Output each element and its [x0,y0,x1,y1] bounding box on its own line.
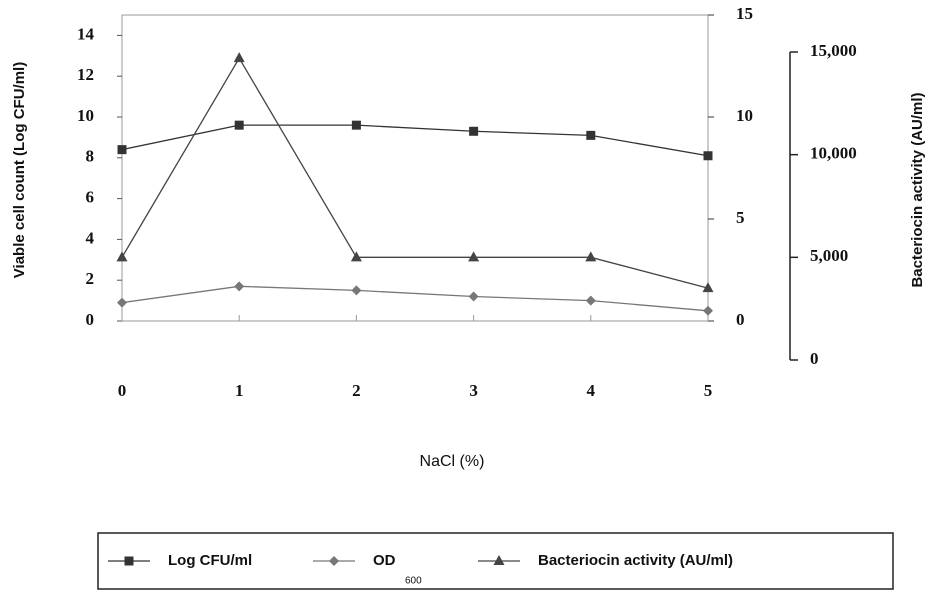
marker [117,298,127,308]
x-tick-label: 2 [352,381,361,400]
y-tick-label: 0 [86,310,95,329]
legend-label: OD [373,552,396,569]
y-tick-label: 2 [86,269,95,288]
x-tick-label: 4 [587,381,596,400]
marker [704,151,713,160]
y2-tick-label: 15 [736,4,753,23]
marker [118,145,127,154]
legend-label: Log CFU/ml [168,552,252,569]
y-tick-label: 10 [77,106,94,125]
marker [703,306,713,316]
series-line [122,58,708,288]
y3-tick-label: 10,000 [810,144,857,163]
marker [329,556,339,566]
marker [469,127,478,136]
marker [586,131,595,140]
marker [125,557,134,566]
y3-axis-title: Bacteriocin activity (AU/ml) [909,92,926,287]
marker [469,292,479,302]
y-axis-title: Viable cell count (Log CFU/ml) [11,62,28,278]
x-tick-label: 1 [235,381,244,400]
y2-tick-label: 5 [736,208,745,227]
marker [494,555,505,565]
y-tick-label: 14 [77,24,95,43]
y-tick-label: 8 [86,147,95,166]
y3-tick-label: 15,000 [810,41,857,60]
y3-tick-label: 5,000 [810,246,848,265]
marker [234,281,244,291]
marker [351,251,362,261]
chart: NaCl (%) Viable cell count (Log CFU/ml) … [0,0,935,600]
plot-frame [122,15,708,321]
x-tick-label: 5 [704,381,713,400]
marker [234,52,245,62]
y-tick-label: 4 [86,228,95,247]
x-axis-title: NaCl (%) [420,453,485,470]
y3-tick-label: 0 [810,349,819,368]
series-line [122,286,708,310]
marker [586,296,596,306]
marker [117,251,128,261]
series-line [122,125,708,156]
legend-label: Bacteriocin activity (AU/ml) [538,552,733,569]
x-tick-label: 0 [118,381,127,400]
marker [351,285,361,295]
legend-subscript: 600 [405,576,422,587]
x-tick-label: 3 [469,381,478,400]
y-tick-label: 12 [77,65,94,84]
marker [352,121,361,130]
marker [235,121,244,130]
y2-tick-label: 10 [736,106,753,125]
marker [585,251,596,261]
y2-tick-label: 0 [736,310,745,329]
y-tick-label: 6 [86,188,95,207]
marker [468,251,479,261]
